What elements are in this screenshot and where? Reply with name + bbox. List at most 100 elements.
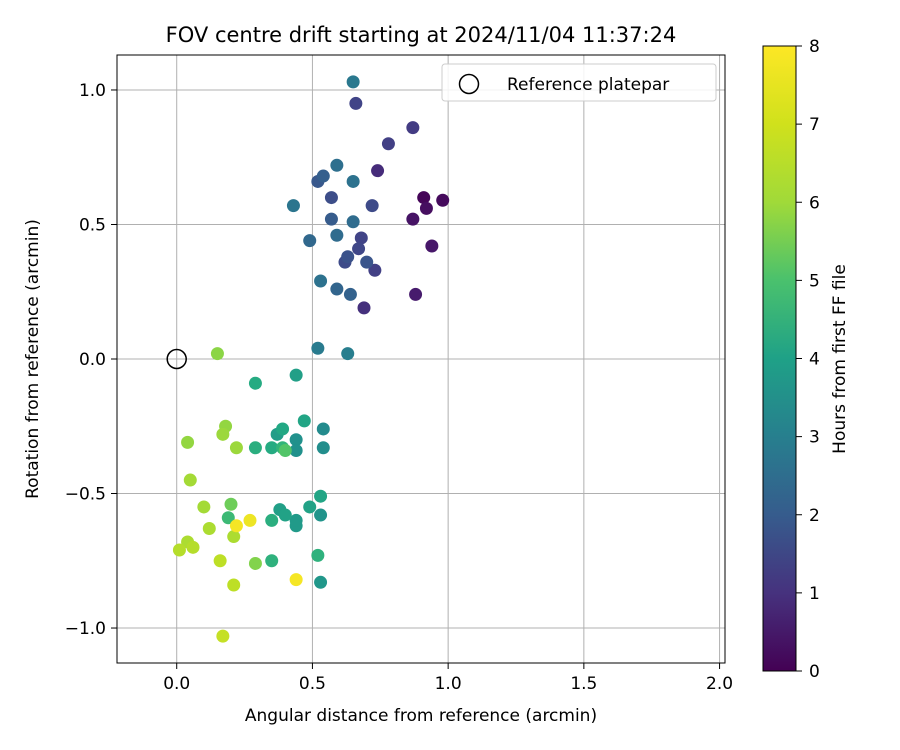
legend-reference-marker [458,73,480,95]
data-point [289,573,303,587]
legend-entry-label: Reference platepar [507,75,669,95]
data-point [265,513,279,527]
data-point [419,201,433,215]
y-tick-label: −1.0 [65,619,106,639]
data-point [213,554,227,568]
y-tick-label: 0.0 [79,350,106,370]
data-point [330,228,344,242]
x-tick-label: 2.0 [706,674,733,694]
data-point [314,575,328,589]
x-axis-label: Angular distance from reference (arcmin) [245,706,597,726]
y-tick-label: −0.5 [65,485,106,505]
data-point [330,158,344,172]
data-point [316,441,330,455]
data-point [371,164,385,178]
x-axis-ticks: 0.0 0.5 1.0 1.5 2.0 [163,663,733,694]
data-point [316,422,330,436]
data-point [216,427,230,441]
data-point [221,511,235,525]
data-point [324,212,338,226]
data-point [216,629,230,643]
y-axis-label: Rotation from reference (arcmin) [23,219,43,499]
data-point [425,239,439,253]
data-point [346,215,360,229]
legend: Reference platepar [441,63,717,102]
data-point [181,435,195,449]
data-point [352,242,366,256]
data-point [346,174,360,188]
data-point [289,433,303,447]
data-point [406,212,420,226]
data-point [409,287,423,301]
data-point [436,193,450,207]
data-point [278,443,292,457]
data-point [303,500,317,514]
data-point [265,441,279,455]
colorbar-tick-label: 1 [809,584,820,604]
data-point [314,508,328,522]
data-point [248,376,262,390]
data-point [354,231,368,245]
data-point [202,521,216,535]
x-tick-label: 0.5 [299,674,326,694]
data-point [341,250,355,264]
data-point [316,169,330,183]
y-tick-label: 1.0 [79,81,106,101]
data-point [314,489,328,503]
data-point [248,441,262,455]
chart-title: FOV centre drift starting at 2024/11/04 … [166,23,677,47]
data-point [297,414,311,428]
plot-area: 0.0 0.5 1.0 1.5 2.0 −1.0 −0.5 0.0 0.5 1.0 [65,54,733,694]
data-point [172,543,186,557]
colorbar-tick-label: 6 [809,193,820,213]
grid-lines [117,55,725,663]
data-point [381,137,395,151]
data-point [243,513,257,527]
colorbar-tick-label: 4 [809,350,820,370]
data-point [346,75,360,89]
data-point [186,540,200,554]
reference-platepar-marker [166,348,187,370]
colorbar-gradient [762,45,797,672]
data-point [343,287,357,301]
colorbar-tick-label: 8 [809,37,820,57]
data-point [311,341,325,355]
data-point [248,556,262,570]
data-point [324,191,338,205]
data-points [166,75,450,643]
data-point [289,513,303,527]
x-tick-label: 0.0 [163,674,190,694]
data-point [314,274,328,288]
data-point [341,347,355,361]
data-point [330,282,344,296]
data-point [183,473,197,487]
x-tick-label: 1.5 [570,674,597,694]
data-point [357,301,371,315]
colorbar-tick-label: 7 [809,115,820,135]
data-point [229,519,243,533]
colorbar-label: Hours from first FF file [830,264,850,454]
data-point [289,368,303,382]
data-point [278,508,292,522]
data-point [265,554,279,568]
data-point [349,96,363,110]
colorbar-tick-label: 0 [809,662,820,682]
data-point [417,191,431,205]
data-point [365,199,379,213]
data-point [303,234,317,248]
data-point [276,422,290,436]
data-point [311,548,325,562]
colorbar-tick-label: 2 [809,506,820,526]
data-point [227,530,241,544]
colorbar-tick-label: 3 [809,428,820,448]
data-point [224,497,238,511]
data-point [227,578,241,592]
data-point [229,441,243,455]
y-tick-label: 0.5 [79,215,106,235]
data-point [289,443,303,457]
colorbar-ticks: 0 1 2 3 4 5 6 7 8 [796,37,820,682]
colorbar: 0 1 2 3 4 5 6 7 8 Hours from first FF file [762,37,850,682]
colorbar-tick-label: 5 [809,271,820,291]
data-point [210,347,224,361]
